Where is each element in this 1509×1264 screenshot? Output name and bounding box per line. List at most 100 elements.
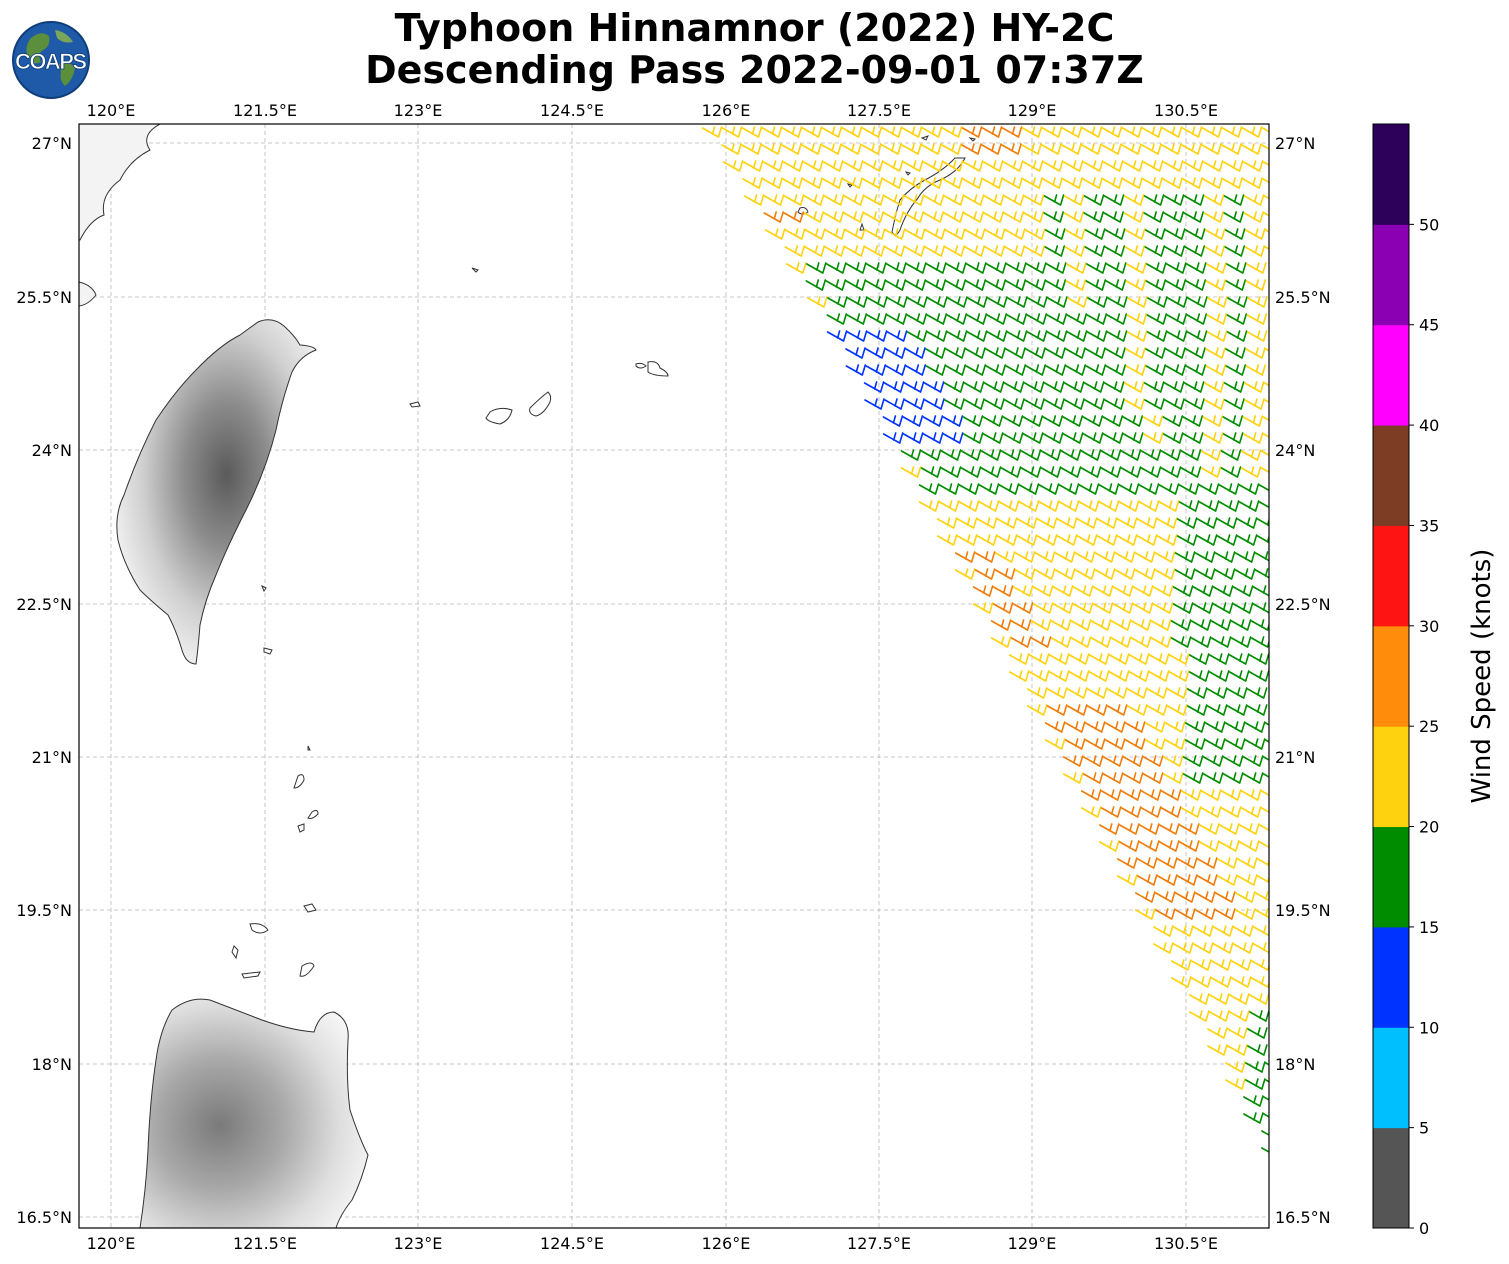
wind-barb <box>862 177 883 189</box>
wind-barb <box>1139 823 1160 835</box>
wind-barb <box>1070 636 1092 648</box>
wind-barb <box>963 381 985 393</box>
wind-barb <box>984 245 1006 257</box>
wind-barb <box>1099 823 1120 835</box>
wind-barb <box>921 126 943 138</box>
wind-barb <box>938 500 960 512</box>
wind-barb <box>1067 296 1088 308</box>
wind-barb <box>887 296 908 308</box>
wind-barb <box>1146 330 1168 342</box>
wind-barb <box>1145 364 1167 376</box>
wind-barb <box>1244 398 1265 410</box>
wind-barb <box>1144 398 1165 410</box>
wind-barb <box>1100 466 1122 478</box>
wind-barb <box>1164 228 1186 240</box>
wind-barb <box>1122 755 1144 767</box>
wind-barb <box>1233 942 1254 954</box>
wind-barb <box>1042 160 1064 172</box>
wind-barb <box>782 177 803 189</box>
wind-barb <box>1182 160 1204 172</box>
wind-barb <box>1080 449 1102 461</box>
wind-barb <box>1162 177 1183 189</box>
wind-barb <box>1224 245 1246 257</box>
wind-barb <box>1144 721 1166 733</box>
wind-barb <box>960 449 982 461</box>
wind-barb <box>1142 432 1164 444</box>
wind-barb <box>902 177 923 189</box>
wind-barb <box>1046 704 1068 716</box>
wind-barb <box>1122 432 1144 444</box>
luzon-island <box>139 998 369 1228</box>
wind-barb <box>983 194 1005 206</box>
wind-barb <box>1243 1095 1264 1107</box>
lat-tick-label-right: 21°N <box>1275 748 1315 767</box>
wind-barb <box>1179 823 1200 835</box>
wind-barb <box>1186 262 1207 274</box>
wind-barb <box>763 211 784 223</box>
wind-barb <box>1246 704 1268 716</box>
wind-barb <box>938 483 960 495</box>
wind-barb <box>1256 534 1269 544</box>
wind-barb <box>1156 534 1178 546</box>
wind-barb <box>1187 296 1208 308</box>
wind-barb <box>1094 551 1116 563</box>
wind-barb <box>1136 517 1158 529</box>
wind-barb <box>1259 824 1269 832</box>
wind-barb <box>966 330 988 342</box>
wind-barb <box>1235 908 1256 920</box>
wind-barb <box>1026 262 1047 274</box>
wind-barb <box>1210 619 1232 631</box>
wind-barb <box>824 245 846 257</box>
wind-barb <box>1220 449 1242 461</box>
wind-barb <box>1127 296 1148 308</box>
wind-barb <box>1251 976 1269 988</box>
wind-barb <box>764 228 786 240</box>
wind-barb <box>1164 738 1186 750</box>
wind-barb <box>1083 194 1105 206</box>
wind-barb <box>1146 704 1168 716</box>
wind-barb <box>884 245 906 257</box>
wind-barb <box>1128 670 1150 682</box>
colorbar-segment <box>1373 1027 1409 1129</box>
wind-barb <box>1248 653 1269 665</box>
wind-barb <box>1026 313 1048 325</box>
wind-barb <box>1040 449 1062 461</box>
wind-barb <box>1192 585 1214 597</box>
wind-barb <box>1206 687 1228 699</box>
wind-barb <box>924 398 945 410</box>
wind-barb <box>1104 721 1126 733</box>
wind-barb <box>1203 381 1225 393</box>
wind-barb <box>1213 942 1234 954</box>
wind-barb <box>1065 364 1087 376</box>
wind-barb <box>1247 1044 1268 1056</box>
wind-barb <box>944 398 965 410</box>
wind-barb <box>966 313 988 325</box>
wind-barb <box>741 143 762 155</box>
wind-barb <box>967 296 988 308</box>
wind-barb <box>826 330 848 342</box>
wind-barb <box>1183 381 1205 393</box>
wind-barb <box>1190 636 1212 648</box>
wind-barb <box>1184 228 1206 240</box>
wind-barb <box>1068 670 1090 682</box>
lat-tick-label-left: 18°N <box>32 1055 72 1074</box>
logo-text: COAPS <box>15 49 87 74</box>
wind-barb <box>1100 806 1122 818</box>
wind-barb <box>1143 211 1164 223</box>
wind-barb <box>1080 466 1102 478</box>
wind-barb <box>1162 432 1184 444</box>
wind-barb <box>1102 160 1124 172</box>
wind-barb <box>1114 568 1136 580</box>
wind-barb <box>1230 619 1252 631</box>
yaeyama-island <box>647 361 669 377</box>
wind-barb <box>762 160 784 172</box>
wind-barb <box>1063 194 1085 206</box>
wind-barb <box>1228 653 1250 665</box>
wind-barb <box>1106 262 1127 274</box>
wind-barb <box>1103 194 1125 206</box>
wind-barb <box>976 534 998 546</box>
wind-barb <box>864 245 886 257</box>
wind-barb <box>863 211 884 223</box>
wind-barb <box>1022 160 1044 172</box>
lat-tick-label-right: 27°N <box>1275 134 1315 153</box>
